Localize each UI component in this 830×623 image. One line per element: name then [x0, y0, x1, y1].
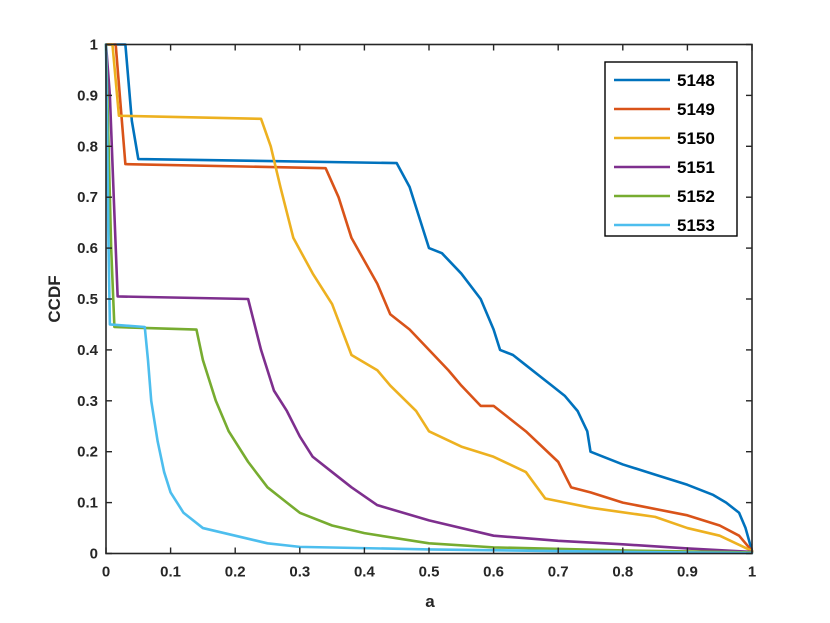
legend-label-5152: 5152 — [677, 187, 715, 206]
y-tick-label: 0.2 — [77, 444, 98, 461]
series-layer — [104, 43, 754, 555]
x-axis-ticks: 0 0.1 0.2 0.3 0.4 0.5 0.6 0.7 0.8 0.9 1 — [102, 44, 756, 581]
y-tick-label: 0.6 — [77, 240, 98, 257]
legend-label-5151: 5151 — [677, 158, 715, 177]
y-tick-label: 0.7 — [77, 189, 98, 206]
x-tick-label: 0.8 — [612, 564, 633, 581]
legend-label-5153: 5153 — [677, 216, 715, 235]
x-tick-label: 0.4 — [354, 564, 376, 581]
legend-box — [604, 61, 738, 237]
y-tick-label: 0.5 — [77, 291, 98, 308]
x-tick-label: 0.7 — [548, 564, 569, 581]
y-tick-label: 1 — [90, 37, 98, 54]
legend-label-5150: 5150 — [677, 129, 715, 148]
x-tick-label: 0.5 — [419, 564, 440, 581]
x-tick-label: 0.3 — [289, 564, 310, 581]
y-tick-label: 0.1 — [77, 495, 98, 512]
legend-label-5149: 5149 — [677, 100, 715, 119]
x-axis-label: a — [425, 592, 435, 611]
legend-label-5148: 5148 — [677, 71, 715, 90]
y-tick-label: 0.9 — [77, 87, 98, 104]
y-tick-label: 0 — [90, 546, 98, 563]
y-axis-label: CCDF — [45, 275, 64, 322]
series-line-5151 — [104, 43, 754, 554]
series-line-5149 — [104, 43, 754, 553]
y-axis-ticks: 0 0.1 0.2 0.3 0.4 0.5 0.6 0.7 0.8 0.9 1 — [77, 37, 752, 563]
legend: 5148 5149 5150 5151 5152 5153 — [604, 61, 738, 237]
series-line-5150 — [104, 43, 754, 553]
series-line-5152 — [104, 43, 754, 554]
series-line-5153 — [104, 43, 754, 555]
x-tick-label: 0.6 — [483, 564, 504, 581]
x-tick-label: 0.9 — [677, 564, 698, 581]
x-tick-label: 0 — [102, 564, 110, 581]
y-tick-label: 0.4 — [77, 342, 99, 359]
series-line-5148 — [104, 43, 754, 553]
x-tick-label: 0.2 — [225, 564, 246, 581]
x-tick-label: 0.1 — [160, 564, 181, 581]
y-tick-label: 0.3 — [77, 393, 98, 410]
x-tick-label: 1 — [748, 564, 756, 581]
y-tick-label: 0.8 — [77, 138, 98, 155]
